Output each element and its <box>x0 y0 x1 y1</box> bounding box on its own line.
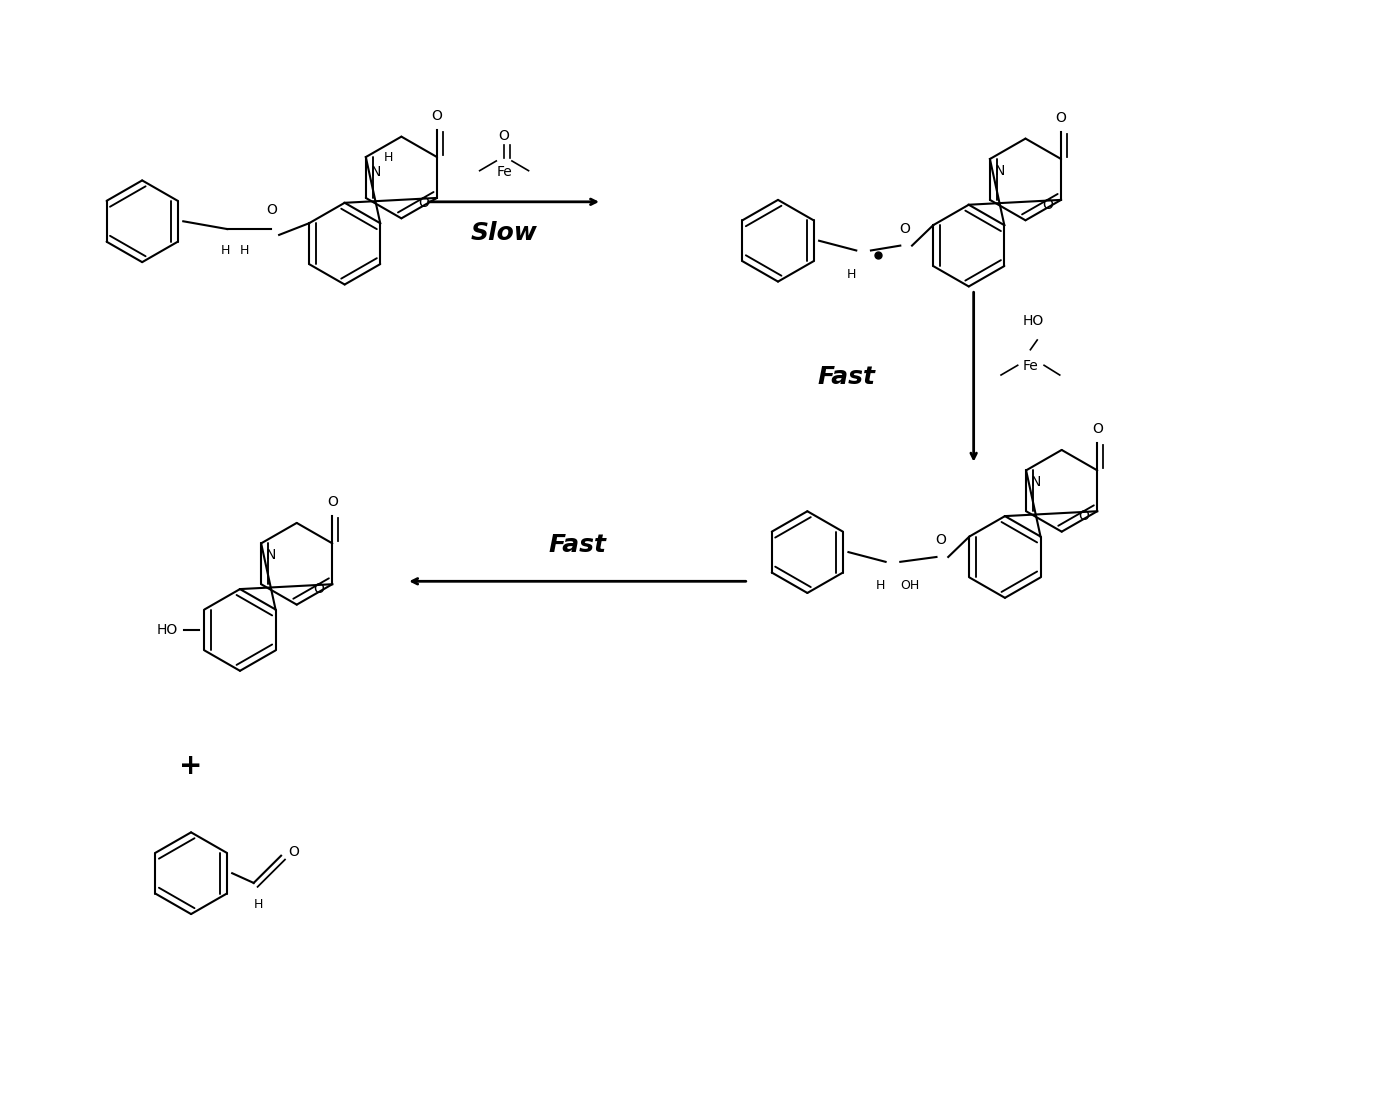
Text: H: H <box>847 268 856 281</box>
Text: O: O <box>1056 111 1067 125</box>
Text: HO: HO <box>1023 315 1044 328</box>
Text: N: N <box>994 163 1005 178</box>
Text: Fe: Fe <box>1023 359 1038 374</box>
Text: O: O <box>1042 198 1053 211</box>
Text: Fast: Fast <box>818 365 876 389</box>
Text: O: O <box>899 222 910 236</box>
Text: O: O <box>266 203 277 217</box>
Text: O: O <box>419 196 430 210</box>
Text: Fast: Fast <box>548 533 606 557</box>
Text: O: O <box>431 109 442 123</box>
Text: N: N <box>266 548 277 563</box>
Text: N: N <box>370 165 381 179</box>
Text: N: N <box>1031 475 1041 489</box>
Text: +: + <box>179 752 202 781</box>
Text: H: H <box>220 244 230 257</box>
Text: OH: OH <box>901 579 920 593</box>
Text: H: H <box>876 579 885 593</box>
Text: O: O <box>498 129 509 143</box>
Text: O: O <box>288 845 299 858</box>
Text: H: H <box>253 897 263 911</box>
Text: O: O <box>1092 423 1103 436</box>
Text: O: O <box>326 495 337 509</box>
Text: H: H <box>240 244 249 257</box>
Text: Slow: Slow <box>471 221 537 246</box>
Text: H: H <box>383 150 392 163</box>
Text: O: O <box>1078 509 1089 523</box>
Text: HO: HO <box>156 623 178 637</box>
Text: O: O <box>935 534 946 547</box>
Text: Fe: Fe <box>496 165 512 179</box>
Text: O: O <box>314 582 325 596</box>
